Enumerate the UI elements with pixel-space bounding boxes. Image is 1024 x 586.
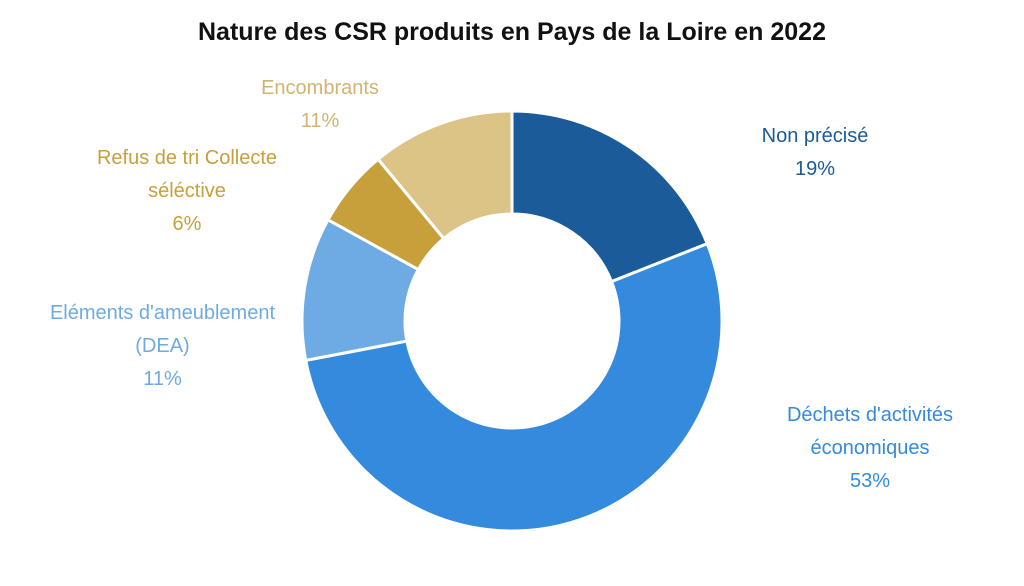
slice-name-line: économiques <box>810 437 930 459</box>
slice-name-line: Eléments d'ameublement <box>49 302 276 324</box>
slice-label-dechets-activites: Déchets d'activités économiques 53% <box>760 399 980 498</box>
slice-label-non-precise: Non précisé 19% <box>740 120 890 186</box>
slice-percent: 11% <box>143 368 182 390</box>
chart-title: Nature des CSR produits en Pays de la Lo… <box>198 18 826 46</box>
slice-name-line: séléctive <box>148 180 226 202</box>
slice-percent: 53% <box>849 470 891 492</box>
donut-slice-encombrants <box>376 109 514 241</box>
slice-label-refus-de-tri: Refus de tri Collecte séléctive 6% <box>72 142 302 241</box>
donut-slice-non-precise <box>510 109 710 284</box>
slice-label-dea: Eléments d'ameublement (DEA) 11% <box>25 297 300 396</box>
slice-name-line: Déchets d'activités <box>786 404 954 426</box>
slice-name-line: (DEA) <box>135 335 190 357</box>
slice-percent: 19% <box>794 158 836 180</box>
slice-percent: 6% <box>172 213 202 235</box>
slice-name-line: Non précisé <box>761 125 869 147</box>
slice-name-line: Encombrants <box>261 77 379 99</box>
slice-name-line: Refus de tri Collecte <box>96 147 278 169</box>
slice-percent: 11% <box>300 110 340 132</box>
slice-label-encombrants: Encombrants 11% <box>240 72 400 138</box>
donut-slice-dechets-activites <box>303 241 724 533</box>
